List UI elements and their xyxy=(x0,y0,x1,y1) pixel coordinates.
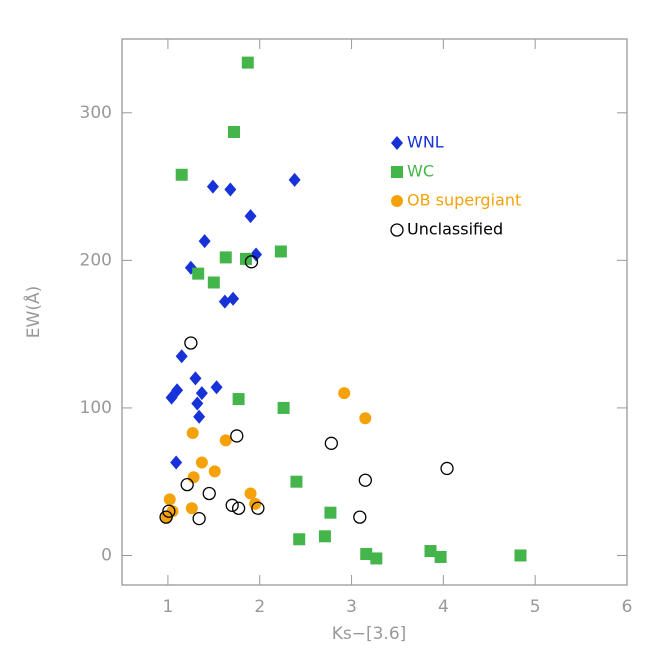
point xyxy=(241,56,254,69)
point xyxy=(206,179,219,194)
legend-marker xyxy=(390,223,404,237)
point xyxy=(202,486,216,501)
point xyxy=(175,349,188,364)
legend-marker xyxy=(391,166,403,178)
x-tick-label: 3 xyxy=(346,597,357,617)
point xyxy=(192,267,205,280)
point xyxy=(227,291,240,306)
point xyxy=(244,487,257,500)
point xyxy=(359,412,372,425)
point xyxy=(180,478,194,492)
point xyxy=(198,234,211,249)
point xyxy=(228,125,241,138)
point xyxy=(185,502,198,515)
point xyxy=(191,396,204,411)
point xyxy=(353,510,367,524)
legend-marker xyxy=(391,136,403,150)
point xyxy=(288,172,301,187)
point xyxy=(249,497,262,510)
point xyxy=(358,473,372,487)
point xyxy=(159,510,173,524)
point xyxy=(219,251,232,264)
point xyxy=(208,465,221,478)
point xyxy=(324,436,338,450)
point xyxy=(192,511,206,526)
point xyxy=(189,371,202,386)
y-tick-label: 300 xyxy=(80,103,112,123)
legend-label: WC xyxy=(407,162,434,181)
x-axis-label: Ks−[3.6] xyxy=(332,624,407,644)
point xyxy=(207,276,220,289)
legend-marker xyxy=(391,195,403,207)
y-axis-label: EW(Å) xyxy=(22,286,44,338)
x-tick-label: 2 xyxy=(254,597,265,617)
point xyxy=(163,493,176,506)
point xyxy=(277,401,290,414)
point xyxy=(514,549,527,562)
point xyxy=(370,552,383,565)
point xyxy=(195,386,208,401)
point xyxy=(175,168,188,181)
y-tick-label: 200 xyxy=(80,250,112,270)
point xyxy=(318,530,331,543)
point xyxy=(324,506,337,519)
point xyxy=(244,209,257,224)
point xyxy=(210,380,223,395)
point xyxy=(440,461,454,476)
point xyxy=(232,393,245,406)
point xyxy=(338,387,351,400)
point xyxy=(195,456,208,469)
point xyxy=(293,533,306,546)
point xyxy=(434,550,447,563)
x-tick-label: 4 xyxy=(438,597,449,617)
point xyxy=(193,409,206,424)
plot-frame xyxy=(121,38,628,586)
legend-label: OB supergiant xyxy=(407,191,521,210)
point xyxy=(290,475,303,488)
point xyxy=(186,427,199,440)
legend-label: WNL xyxy=(407,133,444,152)
y-tick-label: 0 xyxy=(101,545,112,565)
point xyxy=(230,429,244,443)
x-tick-label: 5 xyxy=(530,597,541,617)
point xyxy=(251,501,265,515)
point xyxy=(170,455,183,470)
point xyxy=(274,245,287,258)
point xyxy=(162,504,176,518)
point xyxy=(250,247,263,262)
x-tick-label: 6 xyxy=(622,597,633,617)
point xyxy=(231,501,246,515)
point xyxy=(187,471,200,484)
point xyxy=(225,498,239,512)
point xyxy=(165,390,178,405)
point xyxy=(184,336,198,350)
point xyxy=(424,545,437,558)
point xyxy=(360,548,373,561)
x-tick-label: 1 xyxy=(162,597,173,617)
legend-label: Unclassified xyxy=(407,220,503,239)
y-tick-label: 100 xyxy=(80,398,112,418)
point xyxy=(224,182,237,197)
point xyxy=(219,434,232,447)
point xyxy=(244,255,259,269)
